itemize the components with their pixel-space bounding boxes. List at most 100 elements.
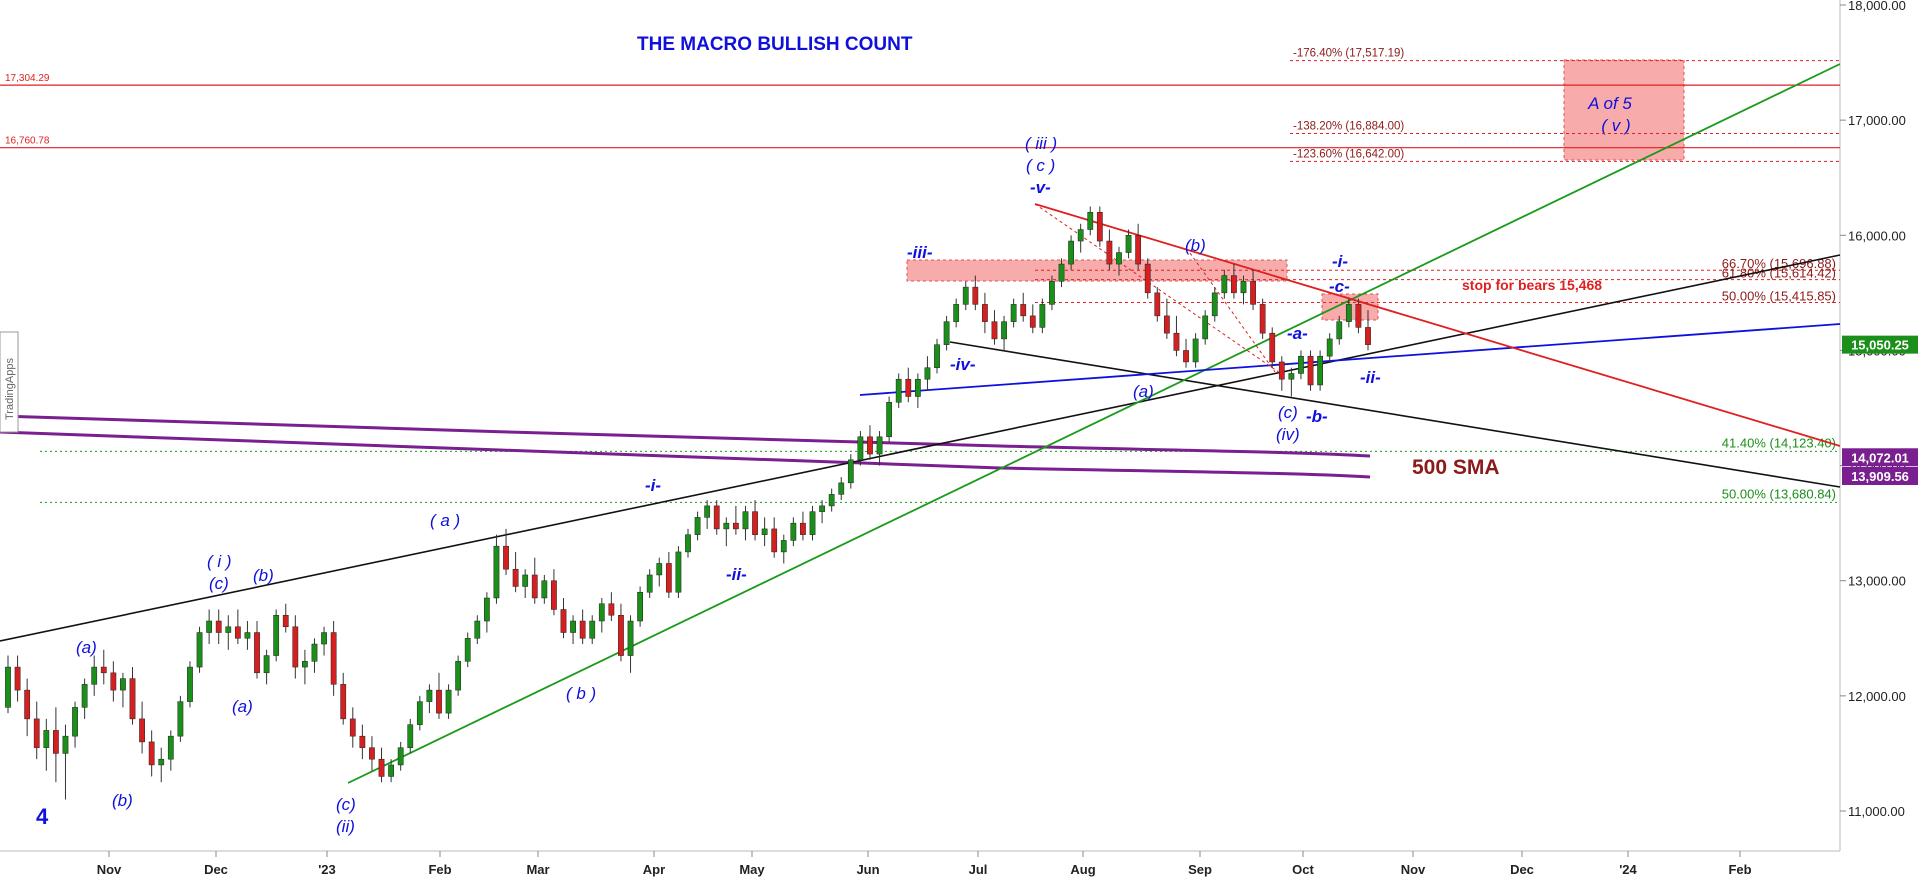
x-tick-label: Nov xyxy=(97,862,122,877)
candle-body xyxy=(196,632,203,668)
wave-label: -v- xyxy=(1030,178,1051,197)
y-tick-label: 17,000.00 xyxy=(1848,113,1906,128)
candle-body xyxy=(560,609,567,633)
candle-body xyxy=(838,482,845,495)
candle-body xyxy=(982,304,988,322)
x-tick-label: '24 xyxy=(1619,862,1637,877)
candle-body xyxy=(1307,355,1314,386)
y-tick-label: 13,000.00 xyxy=(1848,574,1906,589)
candle-body xyxy=(1154,292,1161,317)
candle-body xyxy=(426,689,433,702)
wave-label: -i- xyxy=(645,476,661,495)
candle-body xyxy=(407,724,414,748)
chart-title: THE MACRO BULLISH COUNT xyxy=(637,34,913,55)
trendline-blue xyxy=(859,323,1841,396)
fib-green-label: 50.00% (13,680.84) xyxy=(1722,486,1836,501)
candle-body xyxy=(1020,304,1027,317)
y-axis-ticks: 11,000.0012,000.0013,000.0014,000.0015,0… xyxy=(1840,0,1906,819)
left-level-label: 16,760.78 xyxy=(5,136,50,147)
candle-body xyxy=(148,741,155,766)
candle-body xyxy=(809,511,816,535)
candle-body xyxy=(589,620,596,639)
candle-body xyxy=(359,735,366,748)
dashed-red-connector-2 xyxy=(1189,252,1276,373)
left-level-label: 17,304.29 xyxy=(5,73,50,84)
fib-extension-label: -138.20% (16,884.00) xyxy=(1293,120,1404,132)
candle-body xyxy=(91,666,98,685)
candle-body xyxy=(474,620,481,639)
y-tick-label: 16,000.00 xyxy=(1848,228,1906,243)
candle-body xyxy=(206,620,213,633)
x-tick-label: Feb xyxy=(428,862,451,877)
candle-body xyxy=(263,655,270,674)
candle-body xyxy=(886,401,893,438)
candle-body xyxy=(685,534,691,553)
candle-body xyxy=(244,632,251,639)
candle-body xyxy=(1317,355,1323,386)
x-tick-label: Mar xyxy=(526,862,549,877)
candle-body xyxy=(570,620,576,633)
candle-body xyxy=(254,632,260,674)
candle-body xyxy=(780,540,787,553)
wave-label: -iv- xyxy=(950,355,976,374)
candle-body xyxy=(675,551,682,593)
candle-body xyxy=(1355,304,1362,328)
candle-body xyxy=(1231,275,1237,294)
trendline-black-long xyxy=(0,254,1841,642)
x-tick-label: Aug xyxy=(1070,862,1095,877)
candle-body xyxy=(330,632,337,685)
wave-label: -a- xyxy=(1287,324,1308,343)
candle-body xyxy=(752,511,758,535)
candle-body xyxy=(646,574,653,593)
candle-body xyxy=(1326,338,1333,357)
trendline-black-down xyxy=(949,341,1841,488)
candle-body xyxy=(1173,332,1180,351)
sma-line-upper xyxy=(0,414,1371,458)
candle-body xyxy=(1116,252,1122,265)
price-label-text: 13,909.56 xyxy=(1851,469,1909,484)
y-tick-label: 11,000.00 xyxy=(1848,804,1905,819)
candle-body xyxy=(503,545,509,570)
candle-body xyxy=(1010,304,1017,322)
candle-body xyxy=(62,735,69,754)
wave-label: (ii) xyxy=(336,817,355,836)
candle-body xyxy=(292,626,299,668)
candle-body xyxy=(1298,355,1304,374)
candle-body xyxy=(895,378,902,403)
candle-body xyxy=(225,626,232,633)
candle-body xyxy=(1058,263,1065,282)
candle-body xyxy=(24,689,31,720)
candle-body xyxy=(800,522,806,535)
wave-label: (b) xyxy=(253,566,274,585)
wave-label: ( a ) xyxy=(430,511,460,530)
wave-label: ( iii ) xyxy=(1025,134,1057,153)
candle-body xyxy=(483,597,490,622)
candle-body xyxy=(512,568,519,587)
watermark-text: TradingApps xyxy=(4,358,16,420)
candles xyxy=(5,206,1371,800)
fib-extension-label: -176.40% (17,517.19) xyxy=(1293,48,1404,60)
candle-body xyxy=(953,304,960,322)
dashed-red-connector-1 xyxy=(1034,203,1281,374)
candle-body xyxy=(1221,275,1228,294)
candle-body xyxy=(129,678,136,720)
candle-body xyxy=(158,758,165,766)
candle-body xyxy=(637,591,643,622)
trendline-red xyxy=(1034,203,1841,447)
wave-label: -iii- xyxy=(907,243,933,262)
candle-body xyxy=(531,574,538,599)
price-label-text: 15,050.25 xyxy=(1851,338,1909,353)
x-tick-label: May xyxy=(739,862,765,877)
candle-body xyxy=(972,286,979,305)
wave-label: ( i ) xyxy=(207,552,232,571)
price-label-text: 14,072.01 xyxy=(1851,450,1909,465)
candle-body xyxy=(867,436,873,455)
candle-body xyxy=(847,459,854,484)
target-box-label-1: A of 5 xyxy=(1587,94,1632,113)
price-label-box xyxy=(1842,335,1918,354)
x-tick-label: Jun xyxy=(856,862,879,877)
x-tick-label: '23 xyxy=(318,862,336,877)
candle-body xyxy=(282,615,289,628)
